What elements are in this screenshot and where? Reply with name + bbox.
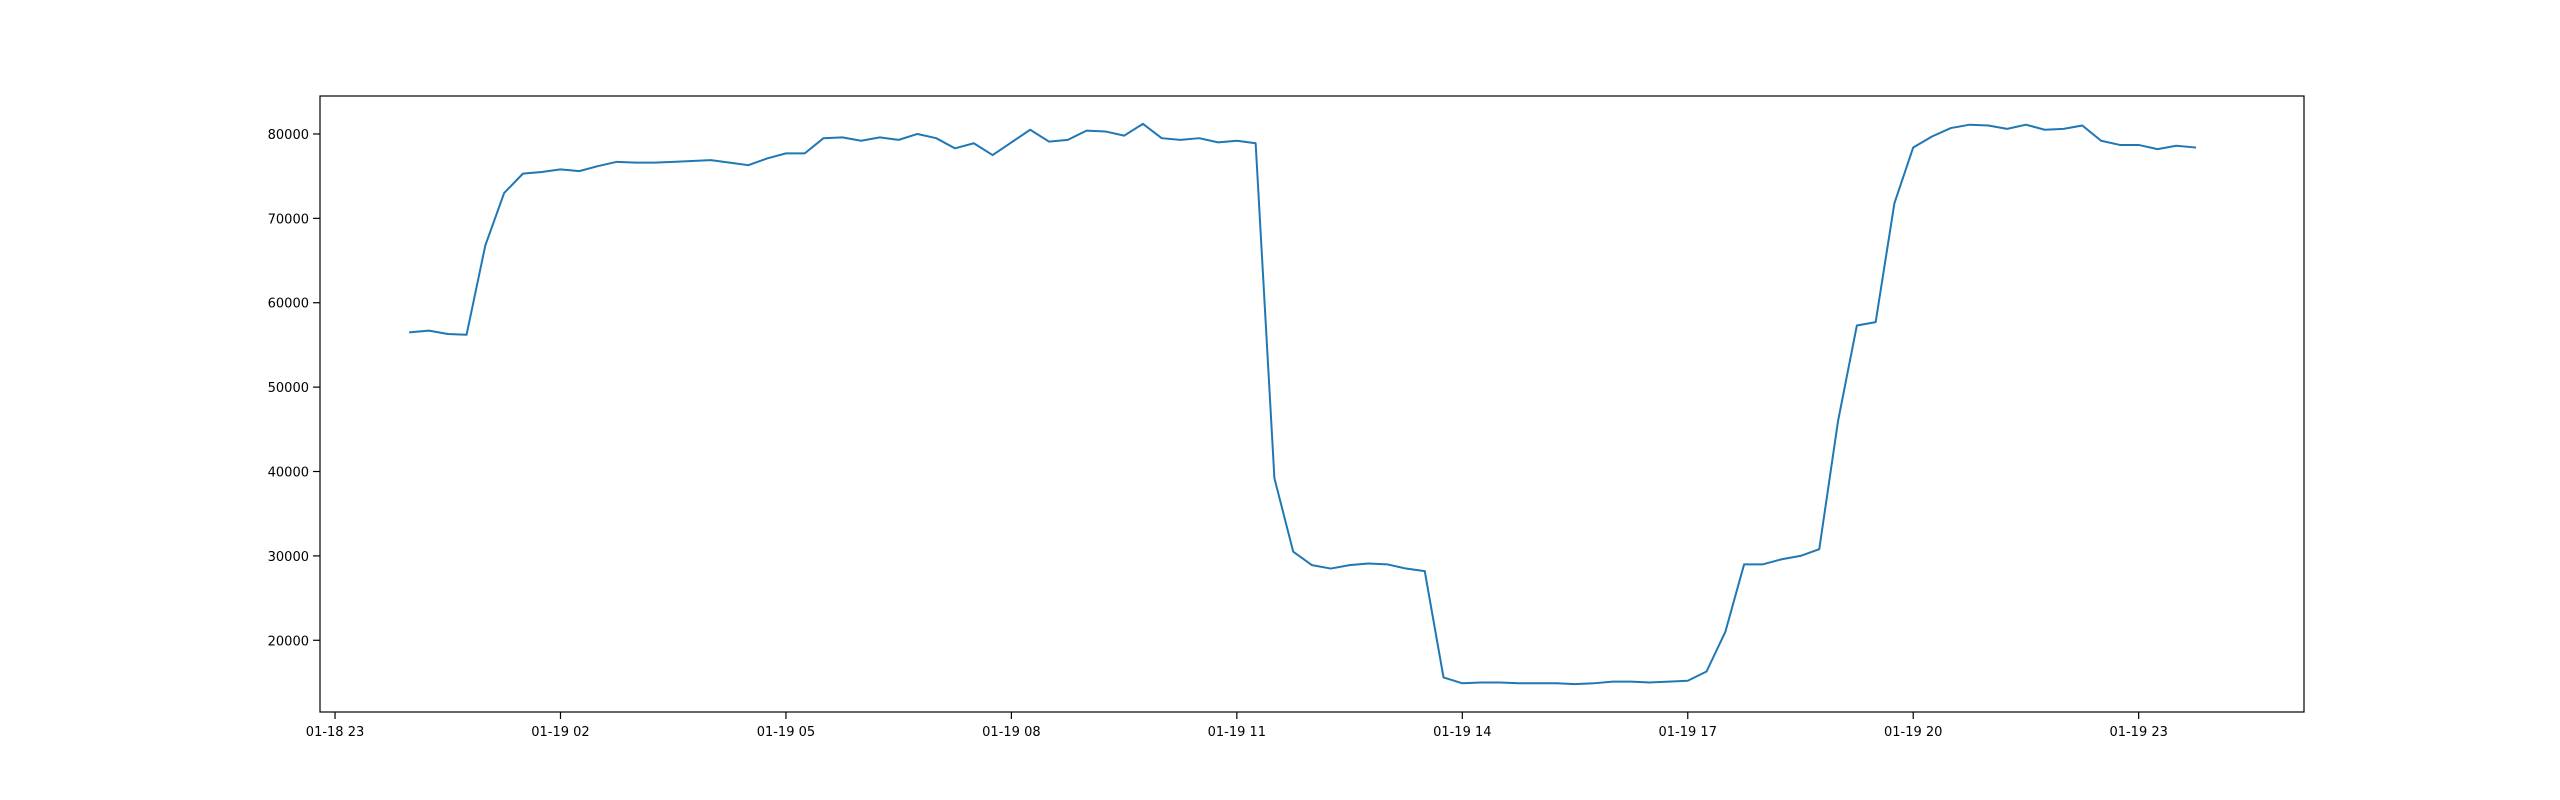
x-tick-label: 01-18 23 <box>306 725 364 740</box>
x-tick-label: 01-19 05 <box>757 725 815 740</box>
y-tick-label: 80000 <box>268 128 309 143</box>
x-tick-label: 01-19 23 <box>2109 725 2167 740</box>
x-tick-label: 01-19 08 <box>982 725 1040 740</box>
axes-layer <box>319 95 2305 713</box>
x-tick-label: 01-19 20 <box>1884 725 1942 740</box>
x-tick-label: 01-19 14 <box>1433 725 1491 740</box>
x-tick-label: 01-19 11 <box>1208 725 1266 740</box>
x-tick-label: 01-19 02 <box>531 725 589 740</box>
series-line <box>409 122 2197 686</box>
y-tick-label: 40000 <box>268 466 309 481</box>
plot-frame <box>319 95 2305 713</box>
y-tick-label: 60000 <box>268 297 309 312</box>
x-tick-label: 01-19 17 <box>1659 725 1717 740</box>
y-tick-label: 20000 <box>268 634 309 649</box>
y-axis-ticks: 20000 30000 40000 50000 60000 70000 80000 <box>268 128 320 649</box>
x-axis-ticks: 01-18 23 01-19 02 01-19 05 01-19 08 01-19 11… <box>306 712 2168 740</box>
series-layer <box>409 122 2197 686</box>
y-tick-label: 70000 <box>268 212 309 227</box>
y-tick-label: 50000 <box>268 381 309 396</box>
y-tick-label: 30000 <box>268 550 309 565</box>
